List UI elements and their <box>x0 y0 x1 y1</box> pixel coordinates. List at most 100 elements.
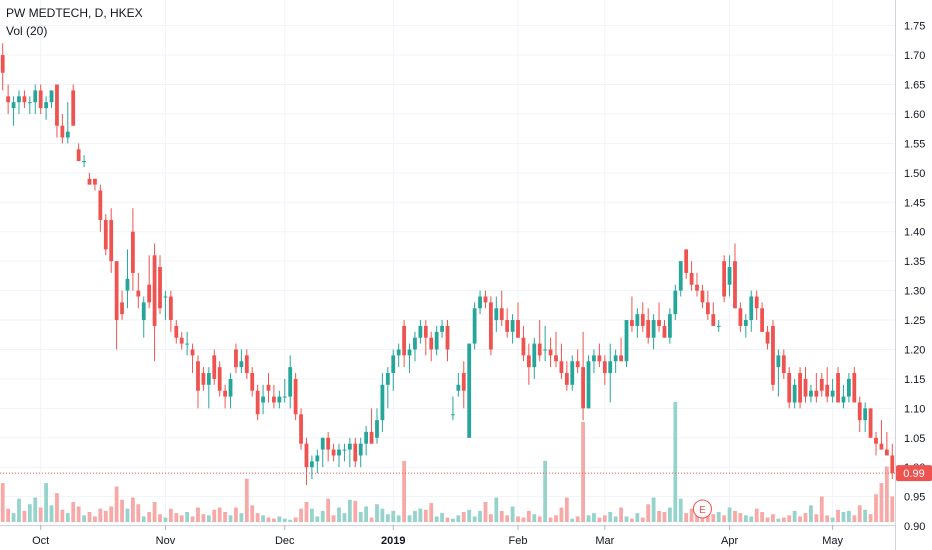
candle <box>570 355 575 391</box>
volume-bar <box>532 514 537 522</box>
volume-bar <box>93 516 97 522</box>
candle-body <box>532 343 537 368</box>
candle <box>483 290 488 309</box>
candle-body <box>326 437 331 450</box>
volume-bar <box>261 515 265 522</box>
volume-bar <box>787 515 792 522</box>
candle-body <box>347 443 352 450</box>
candle-body <box>288 367 293 397</box>
volume-bar <box>293 517 298 522</box>
candle <box>141 296 146 338</box>
volume-bar <box>60 509 65 522</box>
candle <box>624 320 629 368</box>
candle-body <box>423 325 428 338</box>
candle <box>136 272 141 309</box>
candle <box>6 84 11 114</box>
volume-bar <box>760 512 765 522</box>
candle-body <box>619 355 623 362</box>
volume-bar <box>819 496 824 522</box>
candle-body <box>716 325 721 327</box>
candle <box>375 408 379 444</box>
candle <box>163 290 168 321</box>
candle <box>879 420 884 450</box>
candle-body <box>819 378 824 391</box>
volume-bar <box>673 402 678 522</box>
price-candles <box>0 43 895 485</box>
candle-body <box>554 355 558 362</box>
candle <box>396 343 401 368</box>
y-tick-label: 1.25 <box>904 315 925 327</box>
candle <box>277 390 282 409</box>
candle-body <box>49 90 54 103</box>
volume-bar <box>733 510 737 522</box>
candle <box>174 320 179 344</box>
y-tick-label: 1.15 <box>904 374 925 386</box>
volume-bar <box>152 502 157 522</box>
candle <box>418 320 423 344</box>
candle <box>776 349 781 397</box>
x-tick-label: Oct <box>32 535 49 547</box>
candle <box>554 331 558 368</box>
candle <box>846 373 851 403</box>
candle <box>667 308 672 344</box>
candle <box>456 373 461 397</box>
candle-body <box>771 325 775 385</box>
candle-body <box>483 296 488 303</box>
volume-bar <box>38 507 43 522</box>
volume-bar <box>662 512 667 522</box>
candle <box>635 308 640 338</box>
volume-bar <box>874 494 878 522</box>
volume-bar <box>44 483 49 522</box>
candle <box>819 373 824 397</box>
candle <box>592 349 596 374</box>
price-axis[interactable]: 1.75 1.70 1.65 1.60 1.55 1.50 1.45 1.40 1.35 1.30… <box>904 21 925 533</box>
time-axis[interactable]: OctNovDec2019FebMarAprMayJunJul <box>32 525 932 547</box>
earnings-marker[interactable]: E <box>692 499 712 519</box>
volume-bar <box>624 516 629 522</box>
y-tick-label: 1.40 <box>904 227 925 239</box>
candle-body <box>130 231 135 273</box>
volume-bar <box>863 509 868 522</box>
candle <box>863 402 868 432</box>
last-price-tag: 0.99 <box>896 465 932 482</box>
candle-body <box>581 367 586 409</box>
candle <box>749 290 754 332</box>
volume-bar <box>65 513 70 522</box>
candle <box>299 408 303 450</box>
volume-bar <box>825 515 830 522</box>
x-tick-label: 2019 <box>381 535 405 547</box>
candle <box>358 437 363 468</box>
candle-body <box>239 361 244 368</box>
volume-bar <box>141 516 146 522</box>
candle <box>353 437 358 468</box>
candle-body <box>760 308 765 332</box>
volume-bar <box>586 515 591 522</box>
volume-bar <box>667 507 672 522</box>
candle-body <box>738 308 743 326</box>
volume-bar <box>510 506 515 522</box>
candle <box>689 261 694 291</box>
candle-body <box>825 384 830 397</box>
volume-bar <box>537 516 542 522</box>
candle-body <box>353 443 358 462</box>
candle-body <box>315 455 320 462</box>
candle <box>331 443 336 462</box>
candle-body <box>499 308 504 321</box>
volume-bar <box>852 515 857 522</box>
volume-bar <box>727 507 732 522</box>
candle-body <box>309 461 314 468</box>
candle <box>385 367 390 409</box>
volume-bar <box>711 514 716 522</box>
volume-bar <box>223 512 228 522</box>
volume-bar <box>234 507 238 522</box>
candle-body <box>711 314 716 326</box>
candle <box>809 384 813 403</box>
candle-body <box>158 267 162 309</box>
candle <box>836 367 840 403</box>
candle-body <box>662 325 667 338</box>
candle-body <box>776 355 781 368</box>
candle <box>771 320 775 391</box>
volume-bar <box>570 518 575 522</box>
candle-body <box>461 373 466 391</box>
